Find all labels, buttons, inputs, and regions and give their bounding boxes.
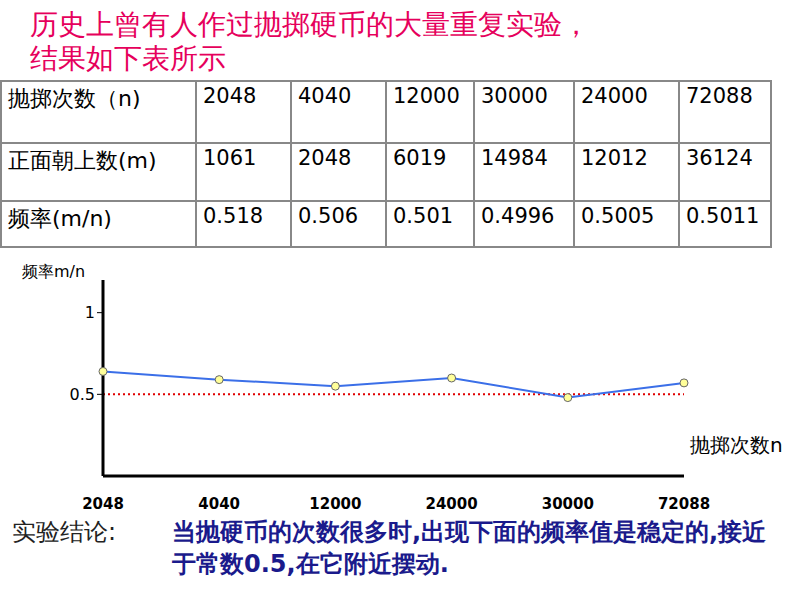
html-text:12000: 12000 xyxy=(393,84,460,108)
html-text:0.518: 0.518 xyxy=(203,204,264,228)
svg-text:2048: 2048 xyxy=(82,495,124,513)
html-text:0.4996: 0.4996 xyxy=(481,204,555,228)
html-text:0.5011: 0.5011 xyxy=(686,204,760,228)
html-text:72088: 72088 xyxy=(686,84,753,108)
html-text:30000: 30000 xyxy=(481,84,548,108)
html-text:0.5005: 0.5005 xyxy=(581,204,655,228)
html-text:频率m/n: 频率m/n xyxy=(22,262,86,281)
svg-text:1: 1 xyxy=(85,303,95,322)
html-text:1061: 1061 xyxy=(203,146,257,170)
svg-text:72088: 72088 xyxy=(658,495,710,513)
html-text:0.501: 0.501 xyxy=(393,204,454,228)
html-text:正面朝上数(m): 正面朝上数(m) xyxy=(8,148,157,173)
html-text:0.506: 0.506 xyxy=(298,204,359,228)
html-text:当抛硬币的次数很多时,出现下面的频率值是稳定的,接近于常数0: 当抛硬币的次数很多时,出现下面的频率值是稳定的,接近于常数0.5,在它附近摆动. xyxy=(172,518,767,578)
html-text:频率(m/n): 频率(m/n) xyxy=(8,206,112,231)
svg-text:24000: 24000 xyxy=(426,495,478,513)
html-text:历史上曾有人作过抛掷硬币的大量重复实验，: 历史上曾有人作过抛掷硬币的大量重复实验， xyxy=(30,8,590,41)
svg-text:12000: 12000 xyxy=(309,495,361,513)
html-text:6019: 6019 xyxy=(393,146,447,170)
html-text:4040: 4040 xyxy=(298,84,352,108)
html-text:12012: 12012 xyxy=(581,146,648,170)
svg-text:0.5: 0.5 xyxy=(70,385,95,404)
svg-text:4040: 4040 xyxy=(198,495,240,513)
html-text:抛掷次数（n): 抛掷次数（n) xyxy=(8,86,141,111)
html-text:36124: 36124 xyxy=(686,146,753,170)
html-text:实验结论:: 实验结论: xyxy=(12,518,117,546)
html-text:24000: 24000 xyxy=(581,84,648,108)
html-text:2048: 2048 xyxy=(298,146,352,170)
svg-text:30000: 30000 xyxy=(542,495,594,513)
html-text:结果如下表所示: 结果如下表所示 xyxy=(30,42,226,75)
html-text:14984: 14984 xyxy=(481,146,548,170)
html-text:2048: 2048 xyxy=(203,84,257,108)
html-text:抛掷次数n: 抛掷次数n xyxy=(690,433,783,457)
